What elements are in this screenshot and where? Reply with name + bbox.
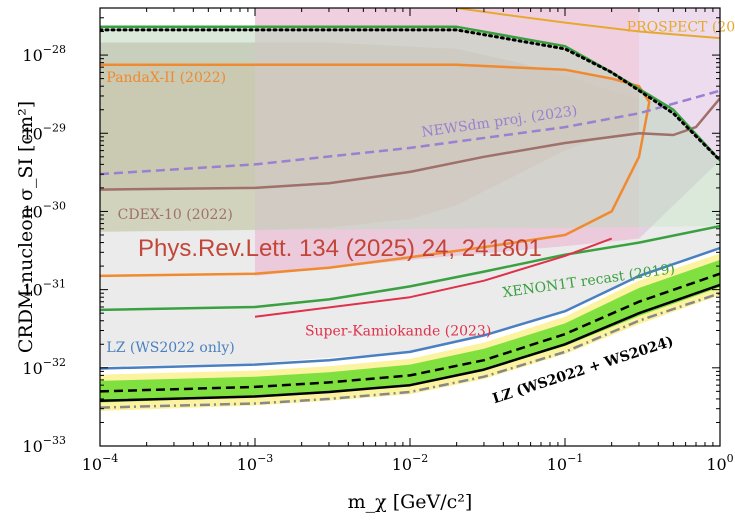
- lz-ws2022-only-line: [100, 246, 720, 370]
- y-tick-label: 10−31: [22, 278, 66, 300]
- lz-ws2022-ws2024-line: [100, 283, 720, 402]
- prospect-2021-label: PROSPECT (2021): [627, 20, 735, 36]
- super-kamiokande-2023-line: [254, 237, 613, 318]
- cdex-10-2022-line: [100, 97, 720, 191]
- lz-dashdot-line: [100, 292, 720, 409]
- y-tick-label: 10−33: [22, 434, 66, 456]
- pandax-ii-2022-label: PandaX-II (2022): [106, 70, 226, 86]
- lz-ws2022-only-label: LZ (WS2022 only): [106, 340, 234, 356]
- shaded-regions: [100, 8, 720, 411]
- axis-ticks: [99, 7, 721, 447]
- x-tick-label: 10−4: [82, 452, 119, 474]
- xenon1t-region-region: [100, 26, 720, 232]
- y-tick-label: 10−29: [22, 121, 66, 143]
- y-tick-label: 10−30: [22, 199, 66, 221]
- x-tick-label: 100: [706, 452, 733, 474]
- y-tick-label: 10−32: [22, 356, 66, 378]
- bound-dotted-line: [100, 28, 720, 162]
- series-lines: [100, 8, 720, 409]
- lz-2-band-region: [100, 253, 720, 411]
- prospect-2021-line: [456, 8, 720, 40]
- x-tick-label: 10−1: [547, 452, 584, 474]
- y-tick-label: 10−28: [22, 43, 66, 65]
- newsdm-proj-2023-line: [100, 89, 720, 176]
- super-kamiokande-2023-label: Super-Kamiokande (2023): [305, 323, 491, 339]
- x-tick-label: 10−3: [237, 452, 274, 474]
- lz-median-dashed-line: [100, 272, 720, 393]
- overlay-citation: Phys.Rev.Lett. 134 (2025) 24, 241801: [138, 235, 542, 262]
- pandax-ii-2022-line: [100, 63, 651, 278]
- x-axis-label: m_χ [GeV/c²]: [348, 491, 473, 513]
- xenon1t-recast-lower-line: [100, 224, 720, 312]
- y-axis-label: CRDM-nucleon σ_SI [cm²]: [15, 101, 37, 353]
- cdex-10-2022-label: CDEX-10 (2022): [118, 207, 233, 223]
- x-tick-label: 10−2: [392, 452, 429, 474]
- tick-labels: 10−4 10−3 10−2 10−1 100 10−33 10−32 10−31 10−30 1…: [22, 43, 733, 474]
